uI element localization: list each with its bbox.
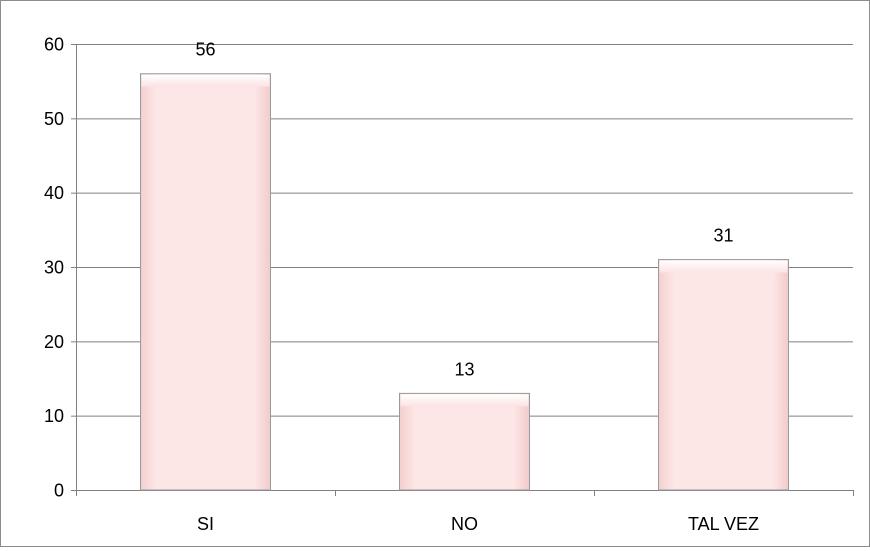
bars <box>140 73 789 491</box>
y-tick-label: 10 <box>44 406 64 426</box>
y-tick-label: 60 <box>44 35 64 55</box>
bar-highlight-no <box>400 394 529 407</box>
y-tick-label: 0 <box>54 481 64 501</box>
y-tick-label: 30 <box>44 258 64 278</box>
y-tick-label: 40 <box>44 183 64 203</box>
y-tick-label: 50 <box>44 109 64 129</box>
data-label: 13 <box>454 359 474 379</box>
x-category-label: SI <box>197 514 214 534</box>
bar-si <box>140 73 271 491</box>
bar-tal-vez <box>658 259 789 491</box>
labels: 0 10 20 30 40 50 60 56 SI 13 NO 31 TAL VEZ <box>44 35 759 535</box>
bar-no <box>399 392 530 491</box>
data-label: 56 <box>195 40 215 60</box>
x-category-label: TAL VEZ <box>688 514 759 534</box>
y-tick-label: 20 <box>44 332 64 352</box>
x-category-label: NO <box>451 514 478 534</box>
data-label: 31 <box>713 226 733 246</box>
bar-highlight-tal-vez <box>659 260 788 273</box>
bar-highlight-si <box>141 74 270 87</box>
